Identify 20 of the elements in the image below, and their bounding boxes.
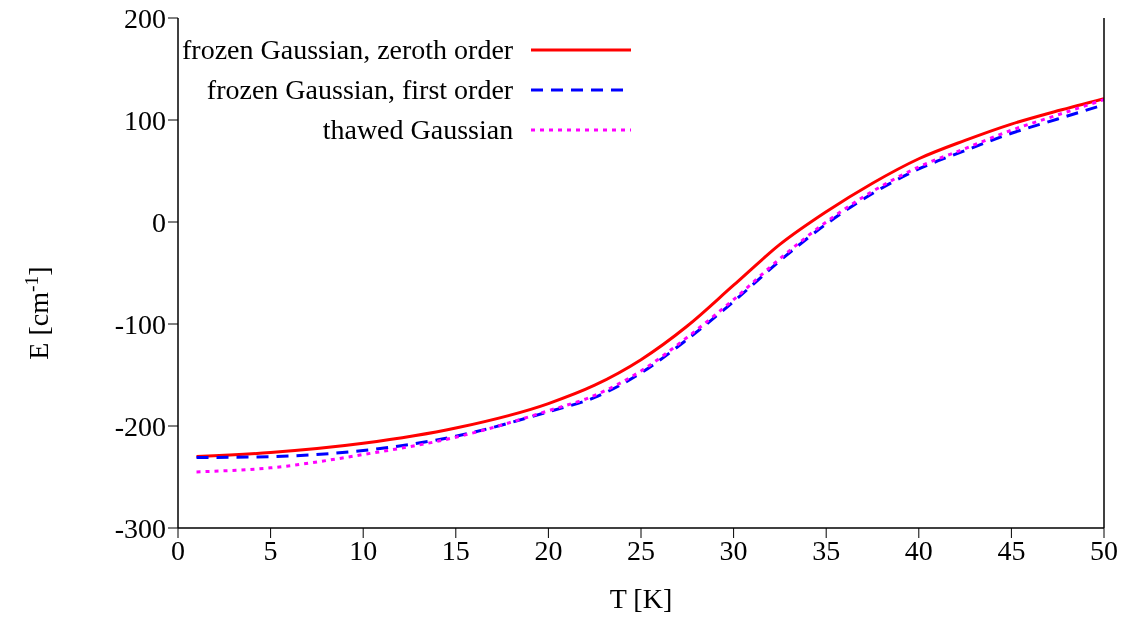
legend-label: frozen Gaussian, first order [206, 73, 514, 107]
y-tick-label: -200 [114, 410, 166, 442]
x-tick-label: 25 [627, 534, 655, 566]
y-tick-label: 200 [124, 2, 166, 34]
x-tick-label: 35 [812, 534, 841, 566]
x-axis-title: T [K] [609, 582, 673, 614]
x-tick-label: 45 [997, 534, 1026, 566]
x-tick-label: 50 [1090, 534, 1118, 566]
x-tick-label: 5 [263, 534, 278, 566]
y-tick-label: -100 [114, 308, 166, 340]
x-tick-label: 40 [904, 534, 933, 566]
legend-label: frozen Gaussian, zeroth order [182, 33, 514, 67]
x-tick-label: 10 [349, 534, 378, 566]
y-tick-label: 100 [124, 104, 166, 136]
y-tick-label: -300 [114, 512, 166, 544]
legend-label: thawed Gaussian [322, 113, 514, 147]
y-tick-label: 0 [152, 206, 166, 238]
x-tick-label: 30 [719, 534, 748, 566]
x-tick-label: 15 [441, 534, 470, 566]
x-tick-label: 20 [534, 534, 563, 566]
